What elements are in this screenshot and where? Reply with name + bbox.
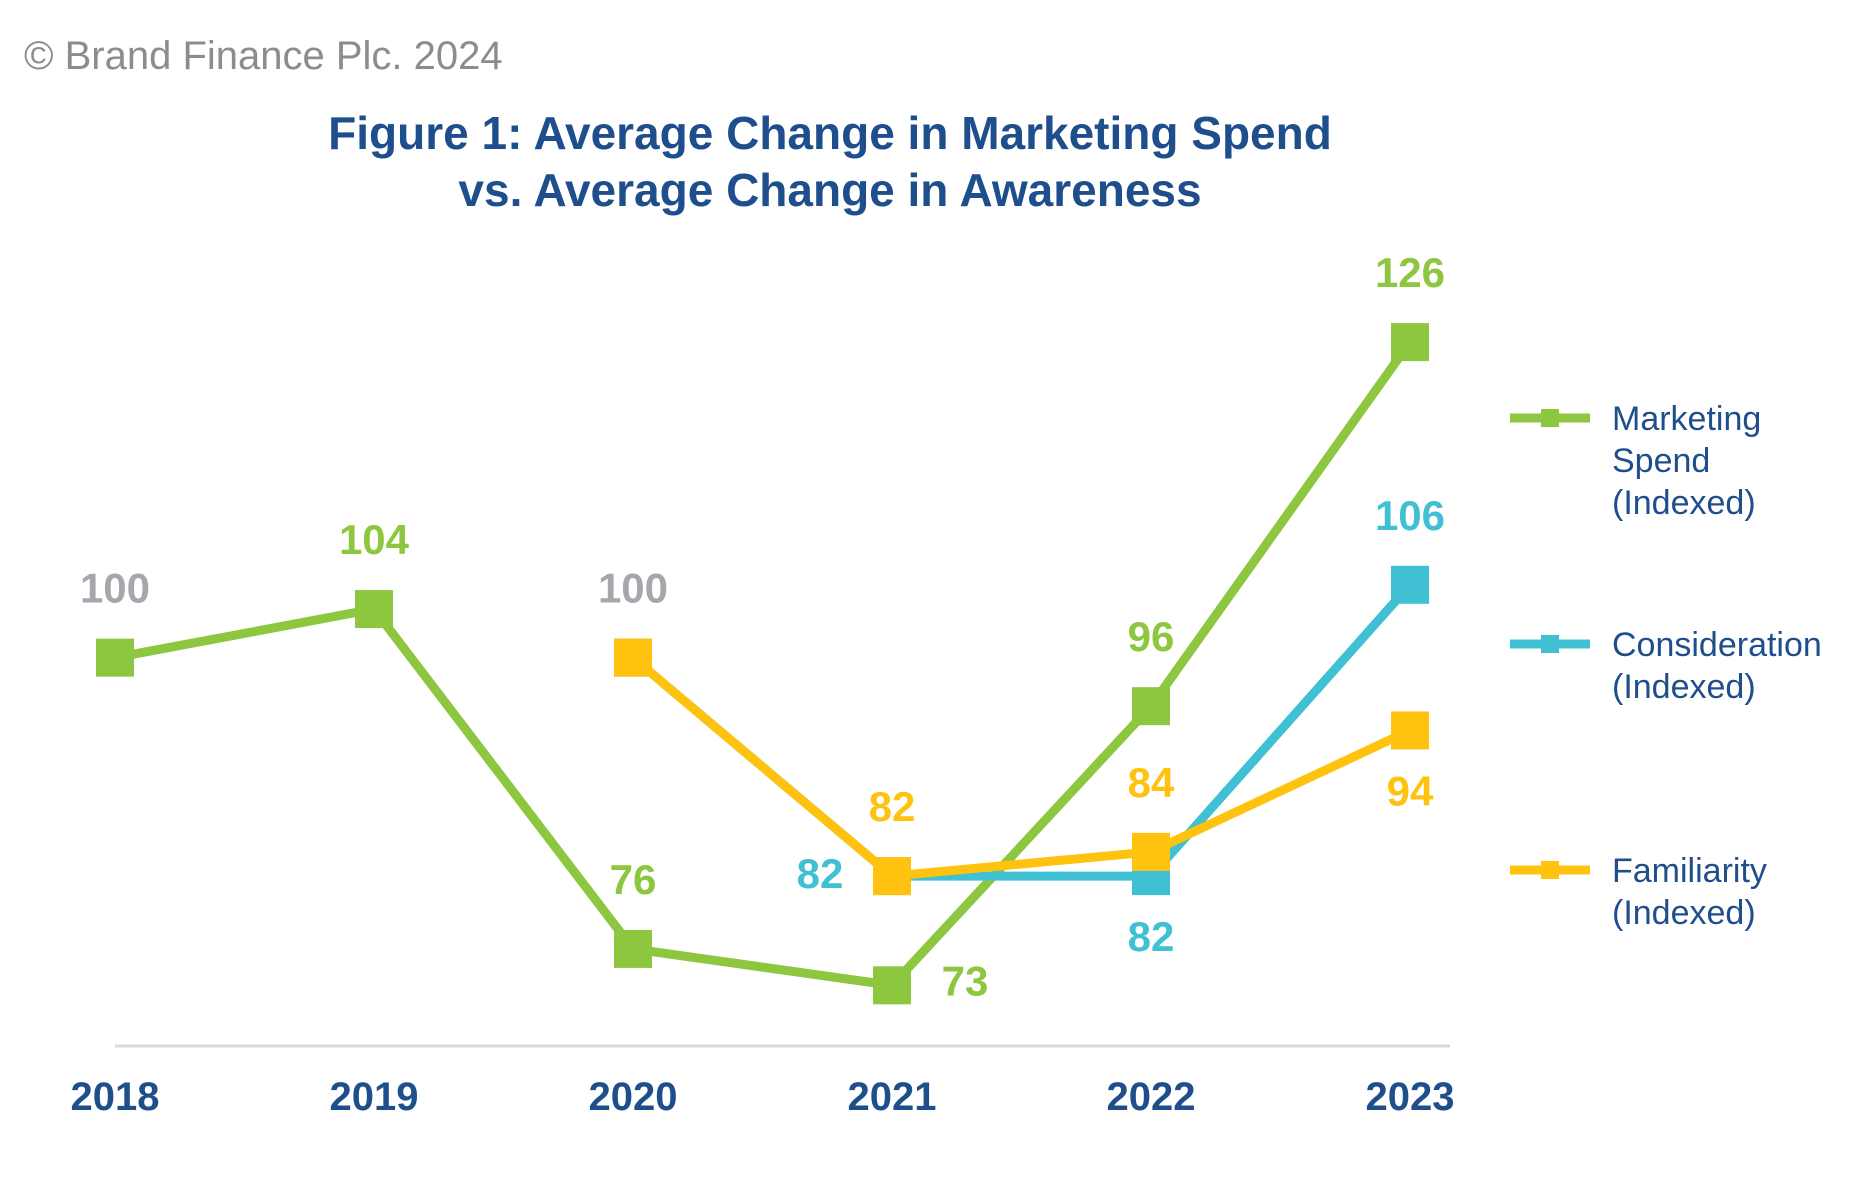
consideration-data-label: 82: [1128, 913, 1175, 960]
x-tick-label: 2020: [589, 1075, 678, 1119]
x-tick-label: 2018: [71, 1075, 160, 1119]
marketing-spend-marker: [96, 638, 134, 677]
marketing-spend-data-label: 104: [339, 516, 410, 563]
legend-label: (Indexed): [1612, 668, 1756, 706]
familiarity-data-label: 94: [1387, 767, 1434, 814]
marketing-spend-line: [114, 339, 1414, 990]
familiarity-line: [630, 654, 1412, 881]
data-label-layer: 100 104 76 73 96 126 82 82 106 100 82 84 94: [80, 249, 1445, 1004]
x-axis-tick-labels: 2018 2019 2020 2021 2022 2023: [71, 1075, 1455, 1119]
x-tick-label: 2019: [330, 1075, 419, 1119]
legend-label: Marketing: [1612, 400, 1761, 438]
familiarity-marker: [1132, 832, 1170, 871]
legend-label: Familiarity: [1612, 852, 1767, 890]
familiarity-marker: [614, 638, 652, 677]
legend-item-familiarity: Familiarity (Indexed): [1510, 852, 1767, 932]
x-tick-label: 2022: [1107, 1075, 1196, 1119]
chart-title-line-1: Figure 1: Average Change in Marketing Sp…: [328, 107, 1332, 159]
consideration-line: [630, 581, 1414, 881]
legend-swatch-marker: [1541, 861, 1559, 879]
marketing-spend-marker: [873, 966, 911, 1005]
consideration-marker: [1391, 565, 1429, 604]
legend-label: Consideration: [1612, 626, 1822, 664]
legend: Marketing Spend (Indexed) Consideration (Ind…: [1510, 400, 1822, 932]
familiarity-data-label: 84: [1128, 759, 1175, 806]
marketing-spend-marker: [614, 929, 652, 968]
familiarity-data-label: 82: [869, 783, 916, 830]
legend-label: (Indexed): [1612, 894, 1756, 932]
familiarity-data-label: 100: [598, 565, 668, 612]
x-tick-label: 2021: [848, 1075, 937, 1119]
chart-title-line-2: vs. Average Change in Awareness: [458, 164, 1202, 216]
legend-item-marketing-spend: Marketing Spend (Indexed): [1510, 400, 1761, 522]
legend-label: (Indexed): [1612, 484, 1756, 522]
series-layer: [96, 323, 1429, 1005]
legend-label: Spend: [1612, 442, 1710, 480]
familiarity-marker: [1391, 711, 1429, 750]
legend-swatch-marker: [1541, 635, 1559, 653]
familiarity-marker: [873, 857, 911, 896]
consideration-data-label: 106: [1375, 492, 1445, 539]
marketing-spend-marker: [355, 590, 393, 629]
x-tick-label: 2023: [1366, 1075, 1455, 1119]
marketing-spend-data-label: 76: [610, 856, 657, 903]
consideration-data-label: 82: [797, 850, 844, 897]
marketing-spend-data-label: 126: [1375, 249, 1445, 296]
marketing-spend-marker: [1391, 323, 1429, 362]
marketing-spend-data-label: 73: [942, 957, 989, 1004]
marketing-spend-marker: [1132, 687, 1170, 726]
copyright-notice: © Brand Finance Plc. 2024: [24, 34, 503, 78]
legend-swatch-marker: [1541, 409, 1559, 427]
legend-item-consideration: Consideration (Indexed): [1510, 626, 1822, 706]
marketing-spend-data-label: 96: [1128, 613, 1175, 660]
marketing-spend-data-label: 100: [80, 565, 150, 612]
